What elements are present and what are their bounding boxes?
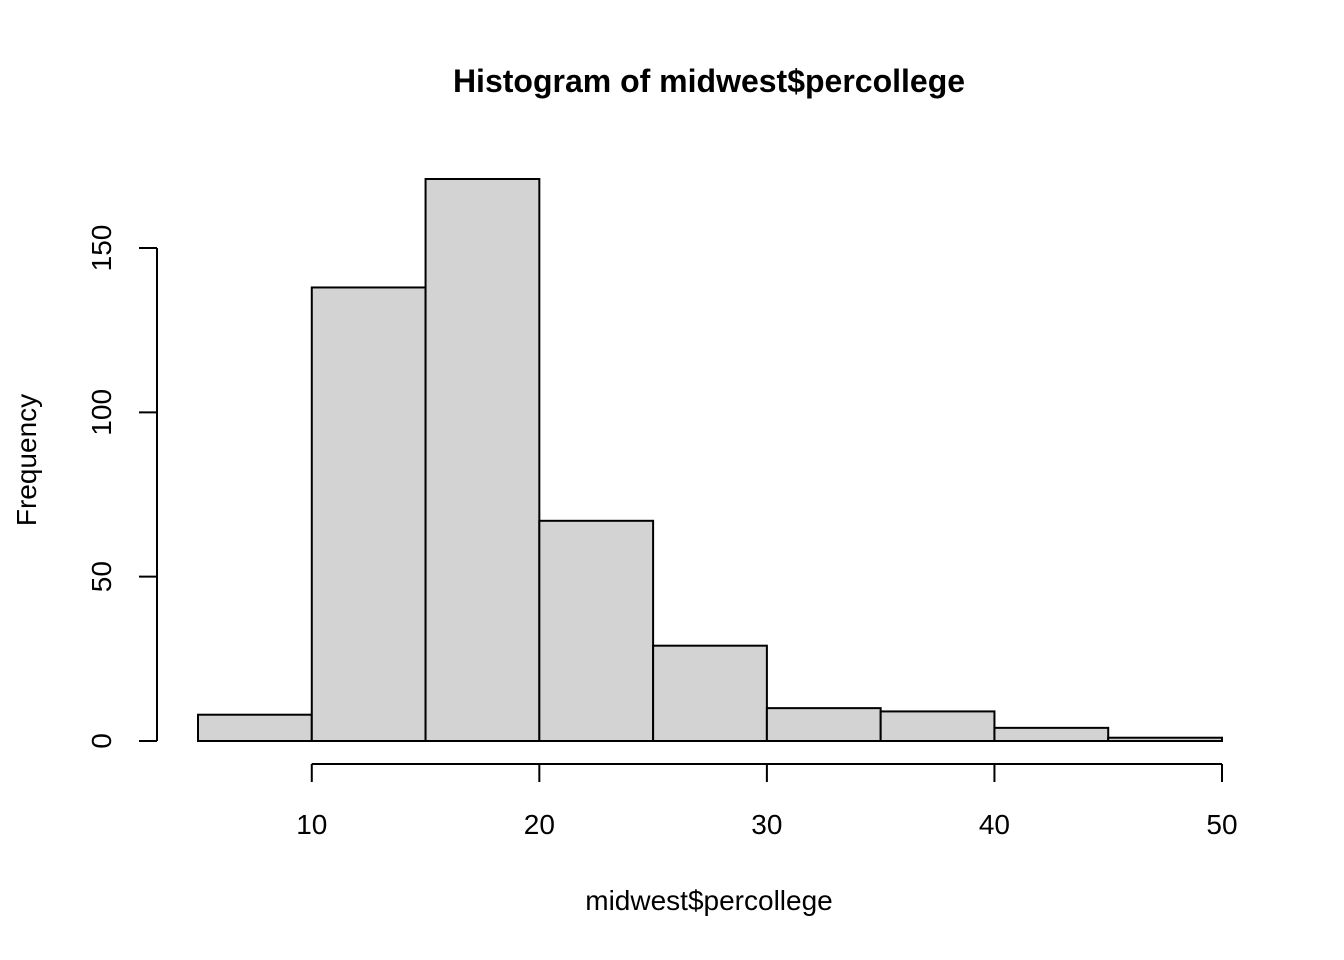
x-tick-label: 20	[524, 809, 555, 840]
y-tick-label: 150	[86, 225, 117, 272]
histogram-bar	[652, 644, 768, 743]
chart-title: Histogram of midwest$percollege	[453, 63, 965, 99]
histogram-bars	[197, 178, 1223, 743]
histogram-bar	[310, 286, 427, 742]
y-axis: 0 50 100 150	[86, 225, 158, 749]
x-tick-label: 50	[1206, 809, 1237, 840]
histogram-bar	[197, 713, 313, 742]
y-tick-label: 100	[86, 389, 117, 436]
x-tick-label: 10	[296, 809, 327, 840]
x-axis-label: midwest$percollege	[585, 885, 832, 916]
y-axis-label: Frequency	[11, 394, 42, 526]
x-axis: 10 20 30 40 50	[296, 763, 1238, 840]
histogram-bar	[993, 726, 1110, 743]
y-tick-label: 50	[86, 561, 117, 592]
histogram-bar	[765, 707, 882, 743]
histogram-bar	[424, 178, 541, 742]
x-tick-label: 40	[979, 809, 1010, 840]
histogram-bar	[1107, 736, 1223, 742]
x-tick-label: 30	[751, 809, 782, 840]
y-tick-label: 0	[86, 733, 117, 749]
histogram-bar	[879, 710, 996, 743]
histogram-bar	[538, 519, 655, 742]
